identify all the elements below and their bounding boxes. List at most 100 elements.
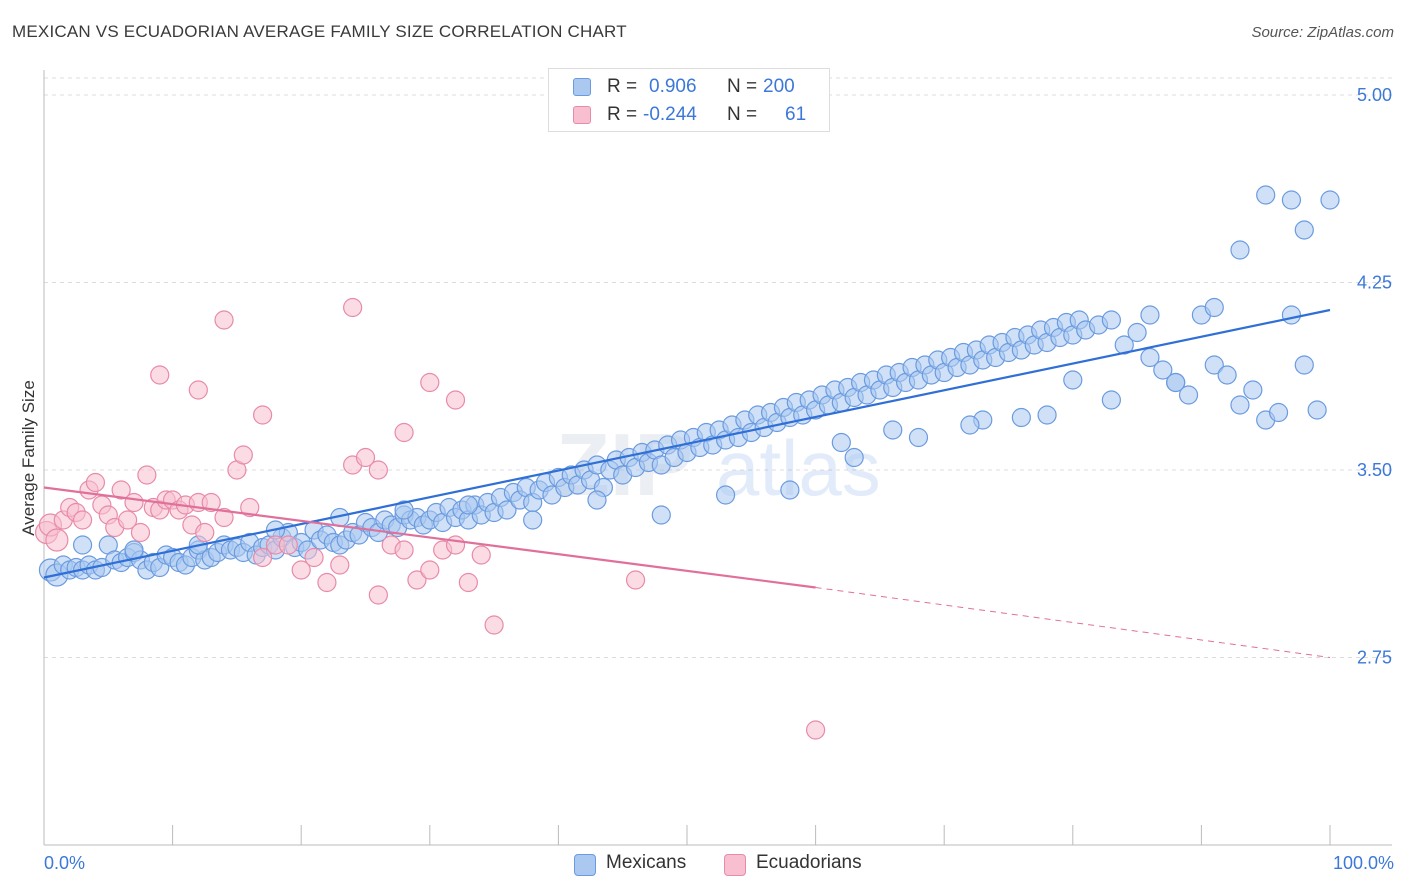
mexican-point [883,420,903,440]
y-tick-label: 3.50 [1357,460,1392,480]
ecuadorian-point [445,535,466,555]
mexican-point [458,495,478,515]
legend-r-label: R = [607,76,638,97]
trend-lines [43,308,1331,658]
mexican-point [1037,405,1057,425]
mexican-point [831,432,851,453]
ecuadorian-point [458,572,478,593]
ecuadorian-point [420,560,440,580]
mexican-point [1011,407,1031,428]
ecuadorian-point [355,447,376,468]
mexican-point [1101,390,1121,410]
mexican-trend-line [43,308,1331,579]
mexican-point [1230,240,1250,260]
ecuadorian-point [330,555,350,575]
chart-title: MEXICAN VS ECUADORIAN AVERAGE FAMILY SIZ… [12,22,627,41]
ecuadorian-point [394,422,414,443]
mexican-point [1166,372,1186,393]
legend-r-value: -0.244 [643,104,697,125]
correlation-legend: R = 0.906 N = 200 R = -0.244 N = 61 [548,68,830,132]
mexican-point [124,540,144,560]
legend-r-label: R = [607,104,638,125]
ecuadorian-point [253,547,273,568]
ecuadorian-trend-line [43,486,816,589]
ecuadorian-point [72,510,93,530]
mexican-point [394,500,414,520]
bottom-legend-swatch-ecuadorians [724,854,746,876]
ecuadorian-point [240,497,260,518]
legend-swatch-ecuadorians [573,106,591,124]
ecuadorian-point [445,390,466,410]
ecuadorian-point [317,572,337,593]
ecuadorian-point [85,472,106,493]
mexican-point [1204,355,1224,375]
mexican-point [1281,190,1302,210]
ecuadorian-point [368,460,388,480]
ecuadorian-point [368,585,388,605]
gridlines [44,77,1392,658]
mexican-point [1101,310,1121,330]
mexican-point [1256,185,1276,205]
mexican-point [908,427,929,448]
legend-n-value: 61 [785,104,807,125]
mexican-point [715,485,736,505]
mexican-point [1178,385,1199,405]
mexican-point [1217,365,1237,385]
x-tick-label: 100.0% [1333,853,1394,873]
mexican-point [780,480,800,500]
ecuadorian-point [407,570,427,590]
bottom-legend-label-mexicans: Mexicans [606,852,687,873]
ecuadorian-point [805,720,826,740]
mexican-point [1063,370,1083,390]
mexican-point [523,510,543,530]
legend-n-label: N = [727,76,758,97]
mexican-point [1268,402,1289,423]
y-tick-label: 4.25 [1357,273,1392,293]
mexican-point [1114,335,1134,355]
mexican-point [1230,395,1250,415]
ecuadorian-point [214,507,234,528]
mexican-point [1294,220,1314,240]
y-tick-label: 2.75 [1357,648,1392,668]
ecuadorian-point [150,365,170,385]
ecuadorian-point [214,310,234,330]
y-axis-title: Average Family Size [19,380,38,536]
ecuadorian-point [111,480,131,500]
mexican-point [497,500,517,520]
legend-n-value: 200 [763,76,795,97]
mexican-point [1281,305,1302,325]
ecuadorian-point [124,492,144,513]
bottom-legend-swatch-mexicans [574,854,596,876]
legend-n-label: N = [727,104,758,125]
ecuadorian-point [188,380,208,400]
legend-row-ecuadorians: R = -0.244 N = 61 [549,101,829,129]
ecuadorian-point [471,545,491,565]
ecuadorian-point [304,547,324,568]
mexican-point [1140,305,1160,325]
x-tick-label: 0.0% [44,853,85,873]
ecuadorian-point [420,372,440,393]
legend-r-value: 0.906 [649,76,697,97]
mexican-point [1320,190,1340,210]
mexican-point [1153,360,1173,380]
ecuadorian-point [278,535,298,555]
y-tick-label: 5.00 [1357,85,1392,105]
ecuadorian-point [195,522,215,543]
ecuadorian-point [117,510,138,530]
ecuadorian-point [291,560,311,580]
ecuadorian-point [484,615,504,635]
ecuadorian-point [130,522,151,543]
mexican-point [1294,355,1314,375]
mexican-point [1127,322,1147,343]
axes [43,70,1392,846]
ecuadorian-point [201,492,221,513]
ecuadorian-point [45,528,69,552]
ecuadorian-point [394,540,414,560]
mexican-point [1204,297,1224,318]
ecuadorian-point [233,445,253,465]
ecuadorian-point [343,297,363,318]
mexican-point [1307,400,1327,420]
mexican-point [844,447,864,468]
mexican-point [587,490,607,510]
bottom-legend-label-ecuadorians: Ecuadorians [756,852,862,873]
